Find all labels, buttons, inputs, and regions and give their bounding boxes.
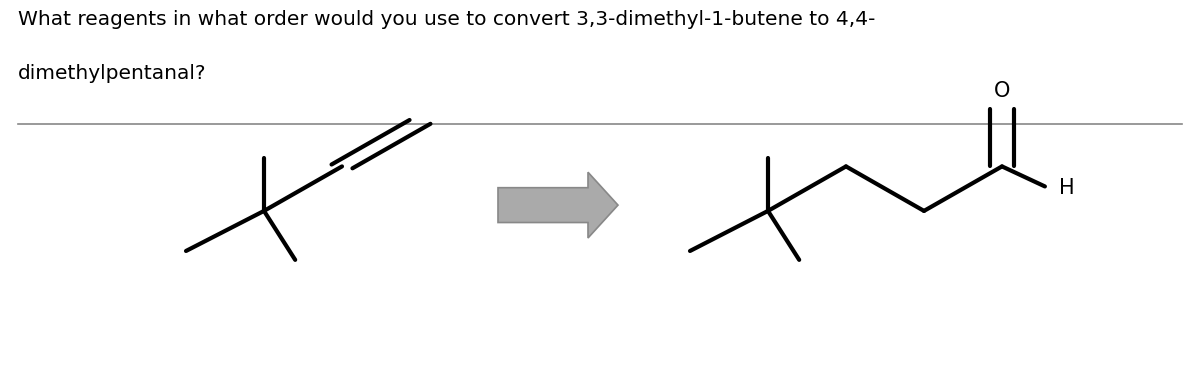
Text: O: O: [994, 81, 1010, 101]
Text: What reagents in what order would you use to convert 3,3-dimethyl-1-butene to 4,: What reagents in what order would you us…: [18, 10, 875, 29]
Text: dimethylpentanal?: dimethylpentanal?: [18, 64, 206, 83]
Text: H: H: [1060, 178, 1075, 199]
Polygon shape: [498, 172, 618, 238]
